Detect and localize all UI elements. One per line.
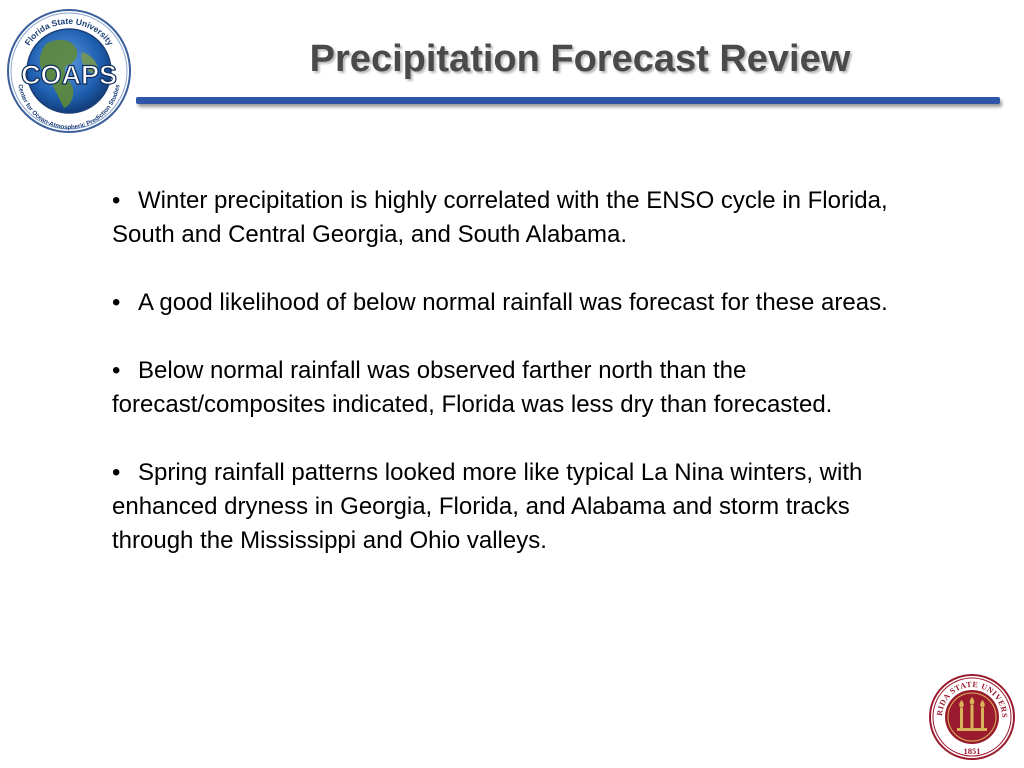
bullet-item: • A good likelihood of below normal rainf…: [112, 286, 912, 320]
bullet-text: A good likelihood of below normal rainfa…: [138, 289, 888, 316]
bullet-list: • Winter precipitation is highly correlat…: [112, 184, 912, 592]
bullet-marker: •: [112, 357, 121, 384]
svg-text:1851: 1851: [964, 746, 981, 756]
bullet-item: • Spring rainfall patterns looked more li…: [112, 456, 912, 558]
fsu-seal-icon: FLORIDA STATE UNIVERSITY 1851: [929, 674, 1015, 760]
bullet-text: Below normal rainfall was observed farth…: [112, 357, 833, 418]
slide-title: Precipitation Forecast Review: [309, 38, 851, 80]
bullet-item: • Winter precipitation is highly correlat…: [112, 184, 912, 252]
bullet-text: Winter precipitation is highly correlate…: [112, 187, 888, 248]
bullet-text: Spring rainfall patterns looked more lik…: [112, 459, 863, 554]
svg-text:COAPS: COAPS: [21, 60, 117, 90]
bullet-marker: •: [112, 289, 121, 316]
title-underline: [136, 97, 1000, 104]
bullet-marker: •: [112, 459, 121, 486]
bullet-item: • Below normal rainfall was observed fart…: [112, 354, 912, 422]
bullet-marker: •: [112, 187, 121, 214]
coaps-logo: COAPS Florida State University Center fo…: [7, 9, 131, 133]
